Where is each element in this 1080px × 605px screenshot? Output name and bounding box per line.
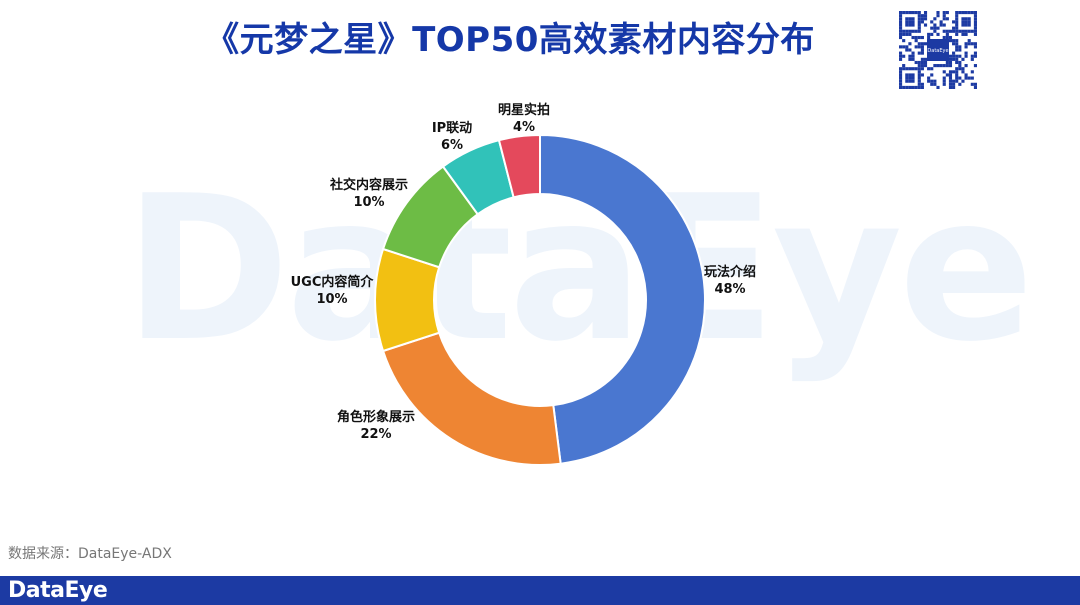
qr-logo-text: DataEye: [927, 48, 948, 54]
slice-value-label: 48%: [714, 282, 745, 297]
slice-category-label: UGC内容简介: [291, 274, 375, 290]
slice-value-label: 6%: [441, 138, 463, 153]
slice-value-label: 10%: [353, 195, 384, 210]
donut-slice: [497, 133, 541, 199]
slice-category-label: 玩法介绍: [704, 264, 756, 280]
footer-logo: DataEye: [8, 578, 108, 603]
slice-value-label: 10%: [316, 292, 347, 307]
data-source-note: 数据来源：DataEye-ADX: [8, 546, 172, 562]
donut-slice: [539, 133, 706, 465]
slice-category-label: IP联动: [432, 121, 472, 136]
slice-value-label: 4%: [513, 120, 535, 135]
slice-value-label: 22%: [360, 427, 391, 442]
qr-code: DataEye: [899, 11, 977, 89]
slice-category-label: 社交内容展示: [329, 177, 408, 193]
page-title: 《元梦之星》TOP50高效素材内容分布: [205, 20, 815, 60]
slice-category-label: 角色形象展示: [337, 409, 415, 425]
dataeye-watermark: DataEye: [124, 153, 1034, 386]
donut-slice: [381, 331, 562, 466]
footer-bar: DataEye: [0, 576, 1080, 605]
slice-category-label: 明星实拍: [498, 102, 550, 118]
